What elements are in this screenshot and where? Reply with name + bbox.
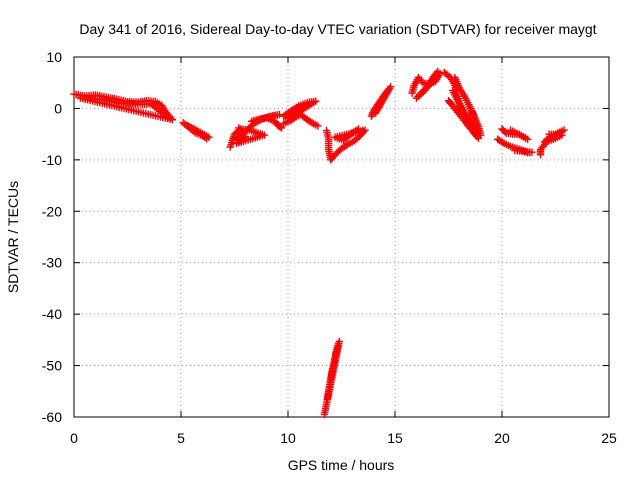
- data-point: [468, 107, 476, 116]
- data-point: [332, 349, 340, 357]
- series-pass-15: [536, 126, 568, 159]
- x-axis-title: GPS time / hours: [288, 457, 395, 473]
- plot-frame: [73, 56, 610, 418]
- data-point: [380, 91, 388, 99]
- series-pass-2: [179, 119, 213, 143]
- y-tick-label: 10: [46, 49, 62, 65]
- data-point: [506, 126, 515, 134]
- y-tick-label: -20: [42, 203, 62, 219]
- series-pass-6: [280, 110, 322, 130]
- data-point: [545, 130, 553, 138]
- series-pass-14: [494, 135, 536, 157]
- data-point: [446, 99, 455, 107]
- series-pass-4: [232, 110, 286, 143]
- series-pass-12: [451, 73, 485, 139]
- x-tick-label: 0: [70, 430, 78, 446]
- series-pass-9: [367, 83, 395, 120]
- series-pass-10: [408, 67, 444, 102]
- x-tick-label: 15: [387, 430, 403, 446]
- data-point: [434, 67, 442, 76]
- y-tick-label: 0: [54, 100, 62, 116]
- series-pass-5: [280, 97, 320, 123]
- x-axis: 0 5 10 15 20 25: [70, 57, 617, 446]
- data-point: [445, 98, 454, 106]
- data-point: [511, 146, 519, 155]
- data-points: [70, 67, 568, 419]
- y-tick-label: -60: [42, 409, 62, 425]
- x-tick-label: 25: [601, 430, 617, 446]
- series-pass-7: [320, 337, 344, 419]
- data-point: [273, 121, 281, 129]
- series-pass-1: [70, 90, 177, 124]
- data-point: [314, 122, 322, 130]
- x-tick-label: 10: [280, 430, 296, 446]
- data-point: [354, 125, 363, 133]
- y-axis: 10 0 -10 -20 -30 -40 -50 -60: [42, 49, 609, 425]
- y-axis-title: SDTVAR / TECUs: [5, 181, 21, 293]
- data-point: [164, 113, 172, 122]
- x-tick-label: 5: [177, 430, 185, 446]
- series-pass-8: [322, 125, 369, 164]
- data-point: [202, 135, 211, 143]
- x-tick-label: 20: [494, 430, 510, 446]
- y-tick-label: -30: [42, 255, 62, 271]
- y-tick-label: -10: [42, 152, 62, 168]
- y-tick-label: -40: [42, 306, 62, 322]
- series-pass-13: [498, 125, 532, 143]
- grid-lines: [74, 57, 609, 417]
- chart-title: Day 341 of 2016, Sidereal Day-to-day VTE…: [79, 21, 596, 37]
- y-tick-label: -50: [42, 358, 62, 374]
- data-point: [235, 124, 243, 132]
- data-point: [295, 102, 303, 110]
